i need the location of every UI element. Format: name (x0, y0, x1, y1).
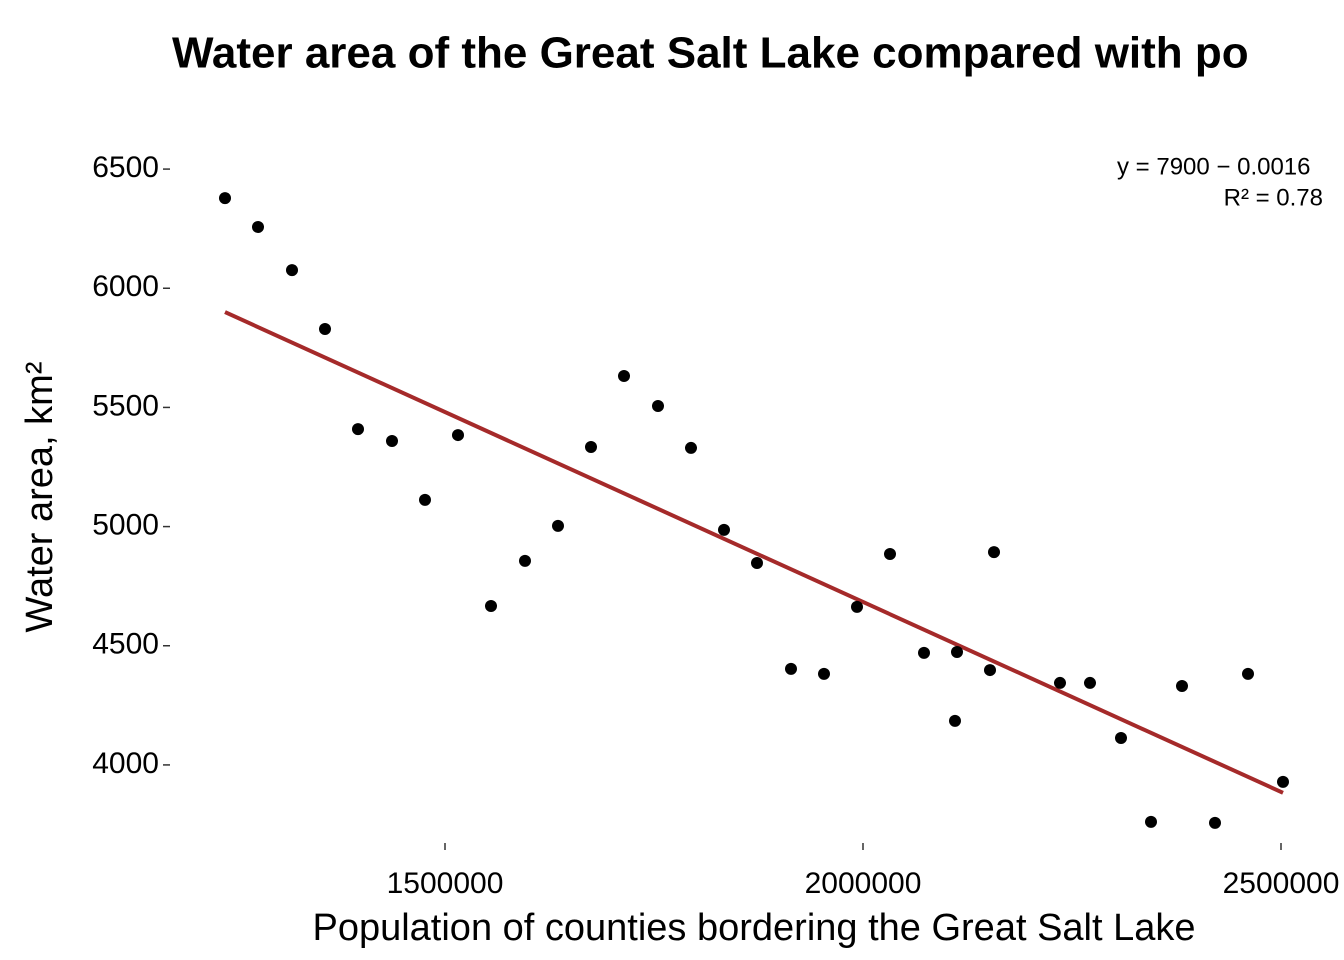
point (652, 399, 664, 412)
y-tick-label: 6500 (92, 151, 159, 184)
x-axis-label: Population of counties bordering the Gre… (312, 907, 1195, 949)
x-tick-label: 2500000 (1223, 867, 1340, 900)
point (584, 440, 597, 453)
point (983, 664, 996, 677)
y-tick-label: 6000 (92, 270, 159, 303)
point (1209, 816, 1222, 829)
x-tick-label: 1500000 (387, 867, 504, 900)
y-tick-label: 4500 (92, 628, 159, 661)
point (617, 369, 630, 382)
point (785, 662, 798, 675)
r-squared: R² = 0.78 (1224, 184, 1323, 211)
y-axis-label: Water area, km² (19, 362, 61, 633)
point (948, 714, 961, 727)
point (484, 599, 497, 612)
point (950, 645, 963, 658)
point (385, 435, 398, 448)
point (218, 192, 231, 205)
point (518, 554, 531, 567)
x-tick-label: 2000000 (805, 867, 922, 900)
point (850, 600, 863, 613)
fit-line (224, 310, 1284, 795)
y-tick-label: 5500 (92, 389, 159, 422)
point (352, 423, 365, 436)
point (817, 667, 830, 680)
point (1114, 731, 1127, 744)
point (451, 429, 464, 442)
point (1276, 775, 1289, 788)
point (988, 546, 1001, 559)
point (1083, 676, 1096, 689)
point (717, 523, 730, 536)
y-tick-label: 5000 (92, 509, 159, 542)
point (419, 493, 432, 506)
point (251, 221, 264, 234)
y-tick-label: 4000 (92, 747, 159, 780)
point (884, 547, 897, 560)
point (1175, 680, 1188, 693)
point (1053, 676, 1066, 689)
point (286, 264, 298, 277)
chart-title: Water area of the Great Salt Lake compar… (172, 29, 1249, 78)
point (1145, 815, 1158, 828)
point (751, 557, 763, 570)
equation: y = 7900 − 0.0016 (1117, 153, 1311, 180)
point (319, 323, 332, 336)
point (1241, 667, 1254, 680)
point (684, 441, 697, 454)
point (551, 519, 564, 532)
point (918, 646, 931, 659)
